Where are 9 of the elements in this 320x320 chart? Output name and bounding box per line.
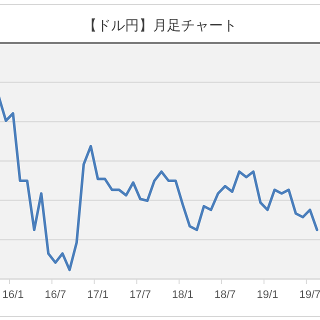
x-tick-label: 19/1 [256,289,278,301]
x-tick-label: 17/1 [87,289,109,301]
chart-title: 【ドル円】月足チャート [83,17,237,33]
x-tick-label: 18/7 [214,289,236,301]
x-tick-label: 17/7 [130,289,151,301]
x-tick-label: 18/1 [172,289,194,301]
x-tick-label: 16/1 [2,289,24,301]
x-tick-label: 19/7 [299,289,320,301]
x-tick-label: 16/7 [44,289,66,301]
